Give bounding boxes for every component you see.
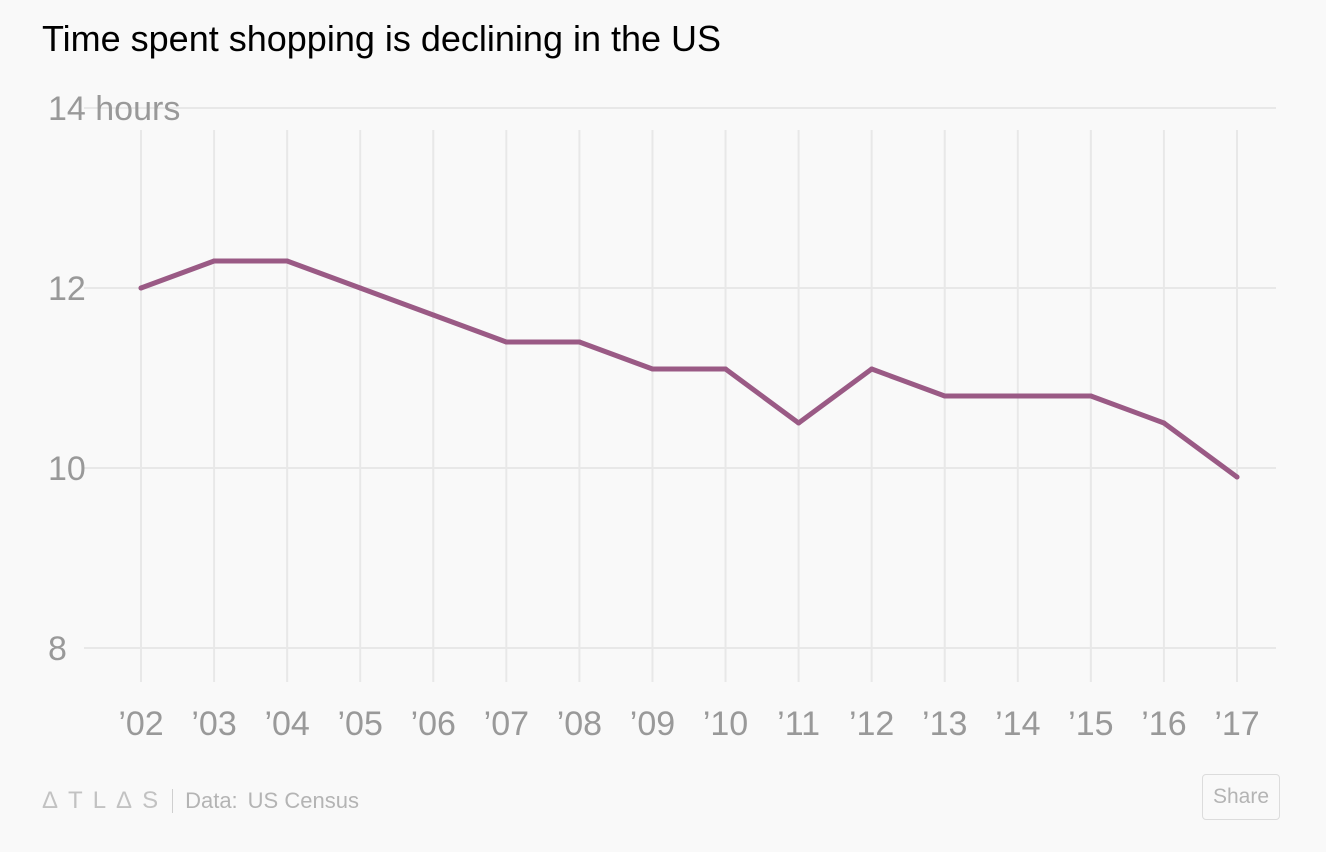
data-point — [1161, 420, 1167, 426]
x-tick-label: ’08 — [557, 705, 602, 743]
data-point — [796, 420, 802, 426]
y-tick-label: 12 — [48, 270, 86, 308]
data-point — [503, 339, 509, 345]
data-point — [1234, 474, 1240, 480]
chart-title: Time spent shopping is declining in the … — [42, 18, 722, 59]
x-tick-label: ’12 — [849, 705, 894, 743]
x-tick-label: ’04 — [264, 705, 309, 743]
x-tick-label: ’09 — [630, 705, 675, 743]
x-tick-label: ’17 — [1214, 705, 1259, 743]
data-point — [576, 339, 582, 345]
x-tick-label: ’07 — [484, 705, 529, 743]
data-point — [869, 366, 875, 372]
data-point — [357, 285, 363, 291]
data-point — [138, 285, 144, 291]
data-point — [1088, 393, 1094, 399]
x-tick-label: ’05 — [338, 705, 383, 743]
y-tick-label: 8 — [48, 630, 67, 668]
data-point — [942, 393, 948, 399]
y-axis-ticks: 8 10 12 14 hours — [48, 90, 180, 668]
x-axis-ticks: ’02 ’03 ’04 ’05 ’06 ’07 ’08 ’09 ’10 ’11 ’12 ’13 ’14 ’… — [118, 705, 1259, 743]
series-line — [138, 258, 1240, 480]
x-tick-label: ’15 — [1068, 705, 1113, 743]
data-point — [211, 258, 217, 264]
data-point — [1015, 393, 1021, 399]
y-tick-label: 14 hours — [48, 90, 180, 128]
footer-divider — [172, 789, 174, 813]
footer: ΔTLΔS Data: US Census — [42, 786, 359, 816]
x-tick-label: ’03 — [191, 705, 236, 743]
data-point — [649, 366, 655, 372]
data-point — [430, 312, 436, 318]
line-chart: 8 10 12 14 hours ’02 ’03 ’04 ’05 ’06 ’07 ’08 ’09 ’1… — [48, 90, 1276, 743]
x-tick-label: ’16 — [1141, 705, 1186, 743]
share-button[interactable]: Share — [1202, 774, 1280, 820]
x-tick-label: ’06 — [411, 705, 456, 743]
x-tick-label: ’11 — [777, 705, 820, 743]
atlas-logo: ΔTLΔS — [42, 787, 169, 814]
grid-lines — [84, 107, 1276, 682]
source-name: US Census — [247, 788, 359, 813]
data-point — [284, 258, 290, 264]
x-tick-label: ’02 — [118, 705, 163, 743]
x-tick-label: ’10 — [703, 705, 748, 743]
x-tick-label: ’14 — [995, 705, 1040, 743]
series-lines — [138, 258, 1240, 480]
y-tick-label: 10 — [48, 450, 86, 488]
data-point — [723, 366, 729, 372]
x-tick-label: ’13 — [922, 705, 967, 743]
source-label: Data: — [185, 788, 238, 813]
